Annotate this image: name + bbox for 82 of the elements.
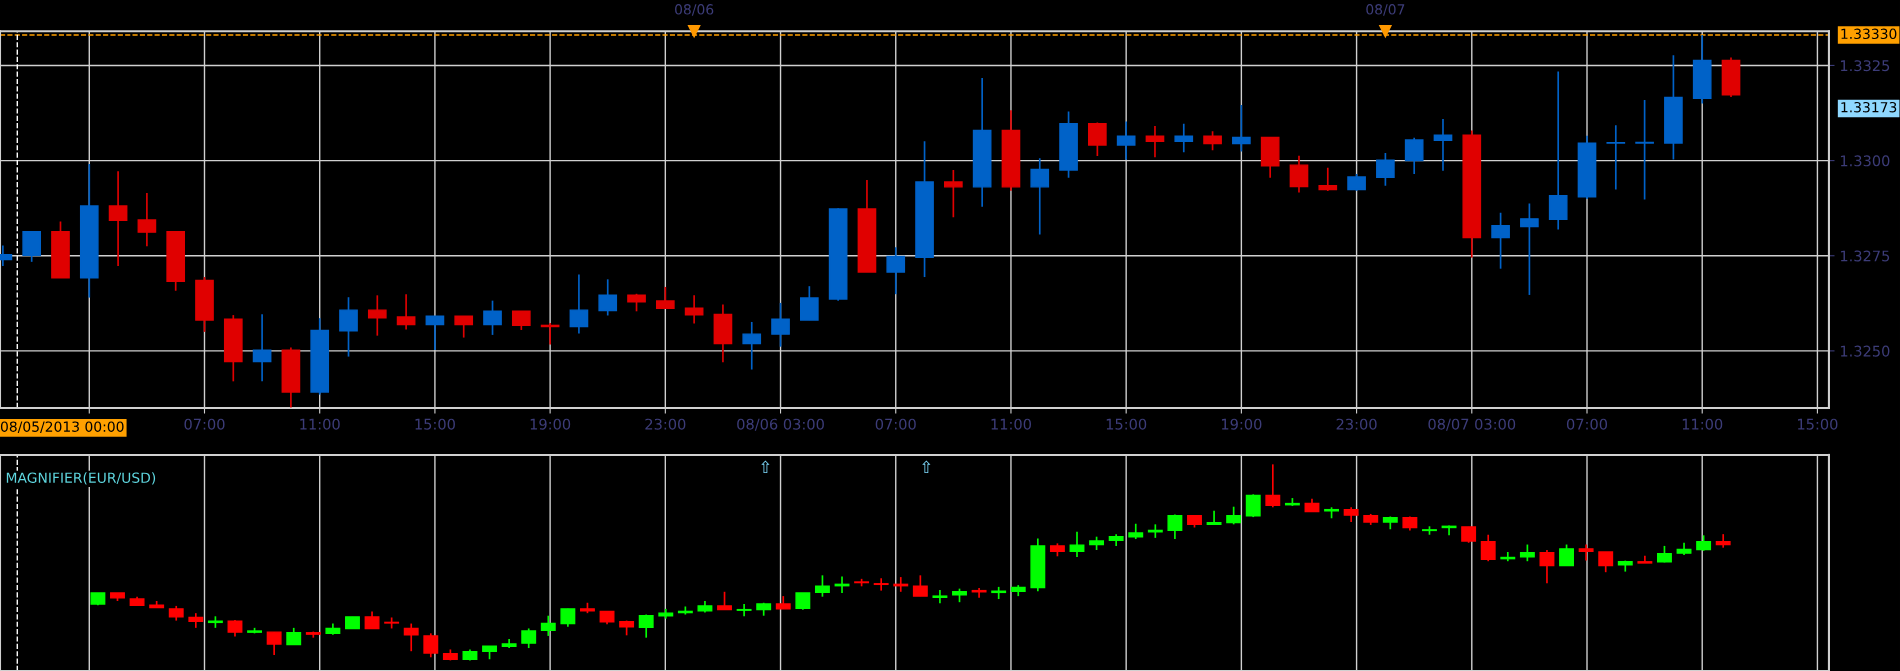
candlestick [396, 293, 416, 331]
y-tick-label: 1.3300 [1840, 155, 1890, 167]
candlestick [1088, 121, 1107, 157]
annotation: ⇧ [761, 460, 770, 474]
candlestick [1167, 513, 1183, 540]
candlestick [266, 631, 282, 656]
candlestick [1245, 493, 1261, 518]
candlestick [425, 315, 445, 351]
candlestick [912, 574, 928, 597]
candlestick [814, 574, 830, 598]
x-tick-label: 15:00 [1106, 418, 1147, 430]
y-tick-label: 1.3275 [1840, 250, 1890, 262]
candlestick [771, 302, 790, 348]
candlestick [521, 627, 537, 649]
candlestick [932, 589, 948, 605]
candlestick [22, 230, 42, 263]
candlestick [137, 192, 157, 248]
candlestick [1548, 70, 1568, 231]
x-tick-label: 07:00 [875, 418, 916, 430]
x-tick-label: 11:00 [1682, 418, 1723, 430]
candlestick [598, 278, 618, 317]
x-tick-label: 19:00 [1221, 418, 1262, 430]
candlestick [454, 315, 474, 339]
x-tick-label: 23:00 [1336, 418, 1377, 430]
candlestick [483, 299, 502, 336]
x-tick-label: 11:00 [991, 418, 1031, 430]
candlestick [1265, 463, 1281, 509]
candlestick [1480, 533, 1496, 563]
candlestick [1030, 157, 1050, 236]
candlestick [800, 285, 819, 321]
candlestick [1520, 202, 1539, 296]
x-tick-label: 07:00 [1566, 418, 1608, 430]
text: MAGNIFIER(EUR/USD) [6, 472, 156, 485]
candlestick [540, 614, 556, 637]
annotation: ⇧ [922, 460, 931, 474]
candlestick [1289, 154, 1309, 194]
candlestick [367, 294, 387, 337]
candlestick [944, 169, 963, 219]
candlestick [1491, 211, 1510, 270]
candlestick [339, 296, 358, 358]
candlestick [1598, 551, 1614, 574]
ref-line-label: 1.33330 [1841, 28, 1897, 40]
candlestick [1433, 118, 1453, 172]
candlestick [403, 622, 419, 653]
candlestick [1318, 166, 1338, 192]
x-tick-label: 08/07 03:00 [1428, 418, 1516, 431]
x-tick-label: 11:00 [300, 418, 340, 430]
y-tick-label: 1.3250 [1840, 345, 1890, 357]
candlestick [108, 170, 128, 267]
candlestick [511, 310, 531, 331]
candlestick [252, 313, 272, 383]
x-tick-label: 15:00 [415, 418, 455, 430]
x2-tick-label: 08/06 [675, 4, 714, 16]
x-tick-label: 15:00 [1798, 418, 1838, 430]
candlestick [742, 321, 762, 371]
candlestick [1145, 125, 1165, 159]
x-tick-label: 23:00 [645, 418, 686, 430]
x2-tick-label: 08/07 [1366, 4, 1405, 16]
candlestick [1203, 130, 1222, 152]
candlestick [569, 273, 589, 335]
candlestick [1539, 549, 1555, 584]
x-tick-label: 19:00 [530, 418, 571, 430]
text: 1.33173 [1841, 101, 1897, 113]
candlestick [1559, 543, 1574, 567]
y-tick-label: 1.3325 [1840, 60, 1890, 72]
x-tick-label: 08/06 03:00 [737, 418, 824, 431]
candlestick [1174, 122, 1194, 154]
text: 08/05/2013 00:00 [0, 421, 124, 433]
candlestick [423, 632, 439, 659]
candlestick [1404, 136, 1424, 175]
candlestick [1206, 509, 1222, 526]
candlestick [736, 603, 752, 618]
candlestick [655, 286, 675, 310]
candlestick [1069, 530, 1085, 558]
x-tick-label: 07:00 [184, 418, 225, 430]
candlestick [1376, 152, 1395, 187]
candlestick [1116, 120, 1136, 161]
candlestick [1232, 104, 1251, 153]
candlestick [1606, 124, 1626, 191]
candlestick [886, 246, 906, 296]
candlestick [873, 577, 889, 592]
candlestick [1635, 99, 1654, 201]
